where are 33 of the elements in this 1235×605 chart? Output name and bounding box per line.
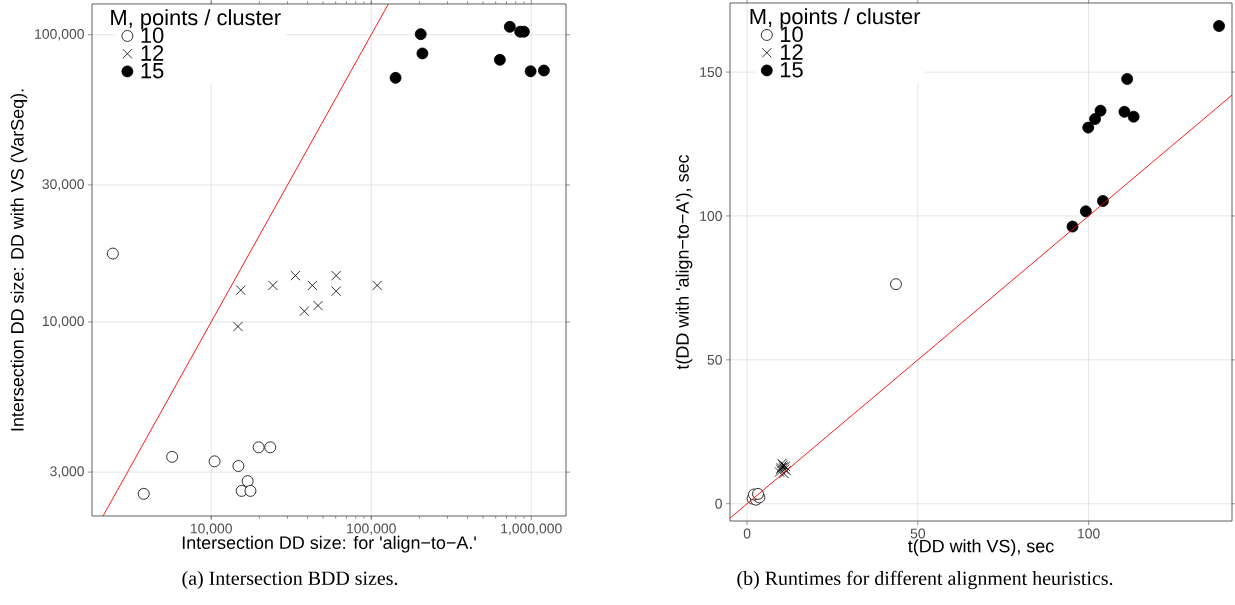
y-tick-label: 100 — [700, 211, 722, 221]
x-tick-label: 0 — [743, 528, 751, 539]
legend-label: 12 — [780, 44, 803, 60]
legend-label: 12 — [141, 45, 164, 61]
legend-label: 15 — [780, 62, 803, 78]
point — [1213, 20, 1225, 32]
x-axis-title: Intersection DD size: for 'align−to−A.' — [182, 535, 476, 553]
x-axis-title: t(DD with VS), sec — [908, 539, 1054, 556]
point — [1089, 113, 1101, 125]
point — [1082, 121, 1095, 134]
y-tick-label: 50 — [707, 354, 722, 365]
x-tick-label: 100,000 — [347, 523, 396, 536]
point — [1127, 110, 1140, 123]
x-tick-label: 1,000,000 — [501, 523, 562, 536]
text: (b) Runtimes for different alignment heuristics. — [737, 570, 1113, 590]
x-tick-label: 100 — [1078, 528, 1100, 539]
y-tick-label: 150 — [700, 67, 722, 77]
point — [1094, 104, 1107, 117]
y-tick-label: 3,000 — [50, 466, 84, 478]
legend-label: 15 — [141, 63, 164, 79]
y-tick-label: 0 — [715, 498, 722, 509]
y-tick-label: 100,000 — [35, 29, 84, 41]
y-axis-title: Intersection DD size: DD with VS (VarSeq). — [10, 89, 28, 431]
y-tick-label: 10,000 — [42, 316, 84, 328]
point — [1079, 205, 1092, 218]
y-tick-label: 30,000 — [42, 179, 84, 191]
x-tick-label: 10,000 — [190, 523, 232, 536]
point — [890, 278, 902, 291]
point — [1121, 73, 1134, 85]
y-axis-title: t(DD with 'align−to−A'), sec — [675, 154, 693, 370]
x-tick-label: 50 — [910, 528, 926, 539]
point — [1118, 105, 1131, 118]
text: (a) Intersection BDD sizes. — [182, 570, 398, 590]
